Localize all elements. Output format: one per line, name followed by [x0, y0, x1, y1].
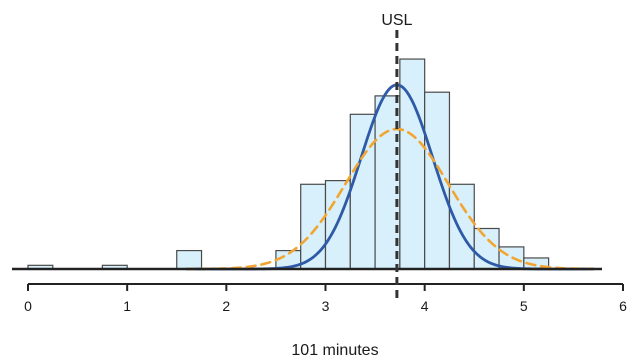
x-tick-label: 0	[24, 298, 32, 314]
x-axis-ticks: 0 1 2 3 4 5 6	[24, 284, 627, 314]
histogram-bars	[27, 58, 550, 270]
dashed-normal-curve	[185, 127, 595, 271]
x-tick-label: 1	[123, 298, 131, 314]
x-tick-label: 5	[520, 298, 528, 314]
x-tick-label: 4	[421, 298, 429, 314]
x-tick-label: 2	[222, 298, 230, 314]
histogram-bar	[176, 249, 203, 270]
x-tick-label: 3	[322, 298, 330, 314]
histogram-bar	[399, 58, 426, 270]
histogram-bar	[448, 183, 475, 270]
usl-label: USL	[381, 12, 412, 29]
histogram-bar	[349, 113, 376, 270]
x-axis-title: 101 minutes	[291, 342, 378, 359]
histogram-bar	[473, 227, 500, 270]
x-tick-label: 6	[619, 298, 627, 314]
